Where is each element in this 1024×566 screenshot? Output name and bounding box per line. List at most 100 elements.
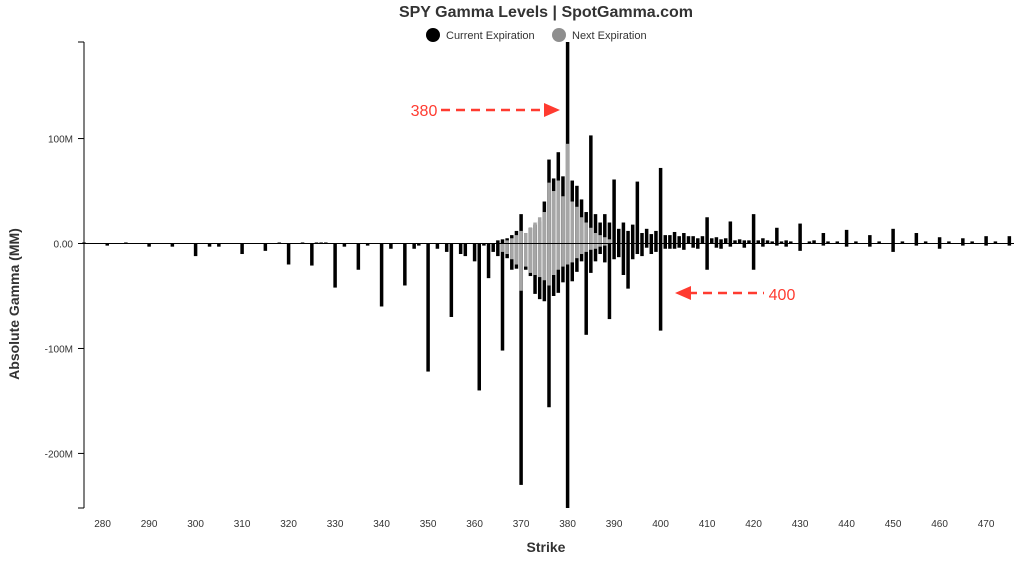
bar-current bbox=[105, 243, 109, 246]
annotation-380-label: 380 bbox=[411, 103, 438, 120]
x-tick-label: 460 bbox=[931, 519, 948, 530]
bar-next bbox=[528, 227, 533, 244]
bar-next bbox=[603, 243, 607, 246]
bar-next bbox=[579, 217, 584, 244]
bar-next bbox=[514, 235, 519, 244]
bar-current bbox=[891, 228, 895, 244]
bar-next bbox=[584, 243, 588, 252]
bar-next bbox=[593, 243, 598, 249]
bar-current bbox=[696, 238, 700, 244]
legend-swatch-next bbox=[552, 28, 566, 42]
bar-current bbox=[705, 217, 709, 244]
bar-current bbox=[854, 241, 858, 244]
bar-current bbox=[900, 241, 905, 244]
bar-current bbox=[784, 243, 788, 247]
bar-current bbox=[324, 242, 328, 244]
bar-current bbox=[710, 238, 714, 244]
bar-next bbox=[505, 243, 509, 255]
bar-current bbox=[775, 243, 779, 246]
bar-current bbox=[747, 240, 751, 244]
x-tick-label: 430 bbox=[792, 519, 809, 530]
bar-current bbox=[626, 230, 630, 244]
x-tick-label: 410 bbox=[699, 519, 716, 530]
bar-next bbox=[556, 243, 561, 270]
bar-current bbox=[147, 243, 151, 247]
bar-current bbox=[751, 243, 756, 270]
bar-current bbox=[621, 222, 626, 244]
bar-current bbox=[593, 214, 598, 244]
bar-current bbox=[663, 243, 667, 249]
bar-current bbox=[914, 233, 919, 244]
bar-next bbox=[603, 237, 607, 244]
bar-current bbox=[714, 237, 719, 244]
bar-next bbox=[598, 243, 602, 247]
bar-current bbox=[240, 243, 244, 255]
legend: Current Expiration Next Expiration bbox=[426, 28, 647, 42]
legend-label-current: Current Expiration bbox=[446, 30, 535, 42]
bar-next bbox=[579, 243, 584, 255]
bar-current bbox=[314, 242, 319, 244]
bar-current bbox=[663, 235, 667, 244]
bar-next bbox=[575, 243, 579, 259]
bar-next bbox=[547, 243, 551, 286]
bar-current bbox=[696, 243, 700, 249]
bar-next bbox=[542, 212, 547, 244]
bar-current bbox=[342, 243, 347, 247]
bar-current bbox=[835, 241, 840, 244]
bar-current bbox=[124, 242, 128, 244]
bar-next bbox=[505, 240, 509, 244]
bar-current bbox=[635, 243, 640, 255]
bar-current bbox=[365, 243, 370, 246]
bar-current bbox=[658, 167, 663, 244]
bar-current bbox=[463, 243, 468, 257]
bar-next bbox=[510, 238, 514, 244]
bar-current bbox=[723, 238, 728, 244]
y-tick-label: -200M bbox=[45, 449, 73, 460]
bar-next bbox=[524, 233, 528, 244]
bar-current bbox=[319, 242, 323, 244]
bar-current bbox=[444, 243, 449, 252]
bar-next bbox=[607, 239, 612, 244]
bar-current bbox=[496, 243, 500, 257]
y-tick-label: 0.00 bbox=[54, 240, 74, 251]
bar-current bbox=[914, 243, 919, 246]
bar-current bbox=[389, 243, 393, 249]
bar-current bbox=[170, 243, 175, 247]
bar-current bbox=[491, 243, 495, 252]
bar-next bbox=[565, 243, 570, 265]
chart-title: SPY Gamma Levels | SpotGamma.com bbox=[399, 4, 693, 21]
x-tick-label: 350 bbox=[420, 519, 437, 530]
bar-current bbox=[714, 243, 719, 248]
bar-current bbox=[519, 243, 523, 485]
bar-current bbox=[300, 242, 305, 244]
bar-current bbox=[868, 243, 872, 247]
legend-swatch-current bbox=[426, 28, 440, 42]
bar-current bbox=[700, 236, 705, 244]
bar-current bbox=[765, 240, 770, 244]
bar-next bbox=[519, 243, 523, 291]
bar-current bbox=[756, 240, 760, 244]
bar-current bbox=[607, 222, 612, 244]
bar-current bbox=[937, 237, 942, 244]
bar-current bbox=[961, 243, 965, 246]
x-tick-label: 290 bbox=[141, 519, 158, 530]
bar-current bbox=[682, 243, 686, 250]
bar-current bbox=[961, 238, 965, 244]
bar-current bbox=[630, 224, 635, 244]
bar-current bbox=[621, 243, 626, 275]
bar-current bbox=[589, 243, 593, 273]
bar-current bbox=[598, 243, 602, 255]
bar-current bbox=[310, 243, 314, 266]
x-tick-label: 380 bbox=[559, 519, 576, 530]
bar-current bbox=[635, 181, 640, 244]
y-tick-label: 100M bbox=[48, 135, 73, 146]
bar-current bbox=[617, 243, 621, 258]
x-tick-label: 310 bbox=[234, 519, 251, 530]
bar-current bbox=[617, 228, 621, 244]
bar-current bbox=[565, 243, 570, 508]
bar-current bbox=[719, 243, 723, 249]
bar-current bbox=[789, 241, 793, 244]
bar-current bbox=[547, 243, 551, 408]
x-tick-label: 370 bbox=[513, 519, 530, 530]
